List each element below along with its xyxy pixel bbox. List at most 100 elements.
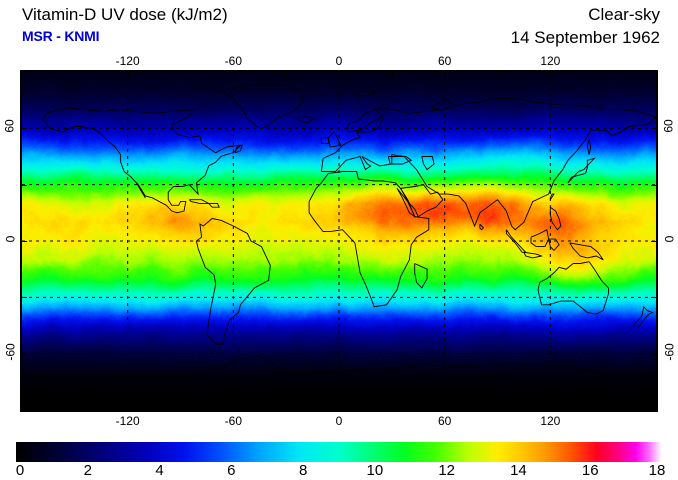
- coastline-philippines: [549, 206, 562, 231]
- coastline-south-america: [195, 218, 271, 345]
- axis-top-label-120: 120: [540, 54, 561, 68]
- tick-top--30: [286, 72, 288, 77]
- coastline-java: [523, 251, 544, 259]
- coastline-greenland: [219, 84, 305, 129]
- axis-left-label--60: -60: [2, 342, 18, 361]
- tick-bottom-30: [391, 405, 393, 410]
- tick-bottom-0: [339, 405, 340, 410]
- tick-bottom-150: [603, 405, 605, 410]
- axis-bottom-label--120: -120: [115, 414, 140, 428]
- tick-right--60: [651, 353, 656, 355]
- coastline-iceland: [296, 116, 316, 124]
- colorbar-tick-16: 16: [581, 462, 599, 479]
- tick-bottom-90: [497, 405, 499, 410]
- colorbar-tick-6: 6: [227, 462, 236, 479]
- tick-bottom--60: [233, 405, 235, 410]
- tick-top-150: [603, 72, 605, 77]
- tick-bottom--150: [74, 405, 76, 410]
- tick-right-60: [651, 128, 656, 130]
- axis-left-label-text: 0: [3, 235, 17, 243]
- axis-right-label-text: 60: [661, 119, 676, 134]
- colorbar: [16, 442, 662, 462]
- axis-bottom-label-60: 60: [437, 414, 452, 428]
- coastline-sakhalin: [586, 137, 592, 155]
- coastline-madagascar: [414, 263, 428, 289]
- axis-top-label--120: -120: [115, 54, 140, 68]
- tick-bottom-120: [550, 405, 552, 410]
- colorbar-tick-4: 4: [155, 462, 164, 479]
- coastline-scandinavia-gap: [347, 107, 390, 133]
- coastline-caspian: [421, 156, 435, 171]
- coastline-red-sea: [396, 188, 416, 218]
- tick-top--120: [127, 72, 129, 77]
- axis-bottom-label-0: 0: [335, 414, 343, 428]
- coastline-hispaniola: [208, 202, 220, 208]
- axis-left-label-0: 0: [2, 232, 18, 246]
- coastline-africa: [308, 171, 430, 308]
- tick-top-120: [550, 72, 552, 77]
- colorbar-ticklabels: 0 2 4 6 8 10 12 14 16 18: [0, 462, 678, 480]
- tick-right-30: [651, 184, 656, 186]
- data-source-label: MSR - KNMI: [22, 28, 100, 44]
- tick-top-60: [444, 72, 446, 77]
- axis-left-label-60: 60: [2, 119, 18, 133]
- tick-right--30: [651, 297, 656, 299]
- colorbar-tick-18: 18: [648, 462, 666, 479]
- page-title: Vitamin-D UV dose (kJ/m2): [22, 5, 228, 24]
- coastline-india-ceylon: [479, 223, 485, 231]
- coastline-australia: [537, 261, 609, 315]
- sky-condition-label: Clear-sky: [588, 5, 660, 24]
- tick-left--30: [22, 297, 27, 299]
- coastline-cuba: [188, 199, 209, 204]
- axis-right-label-text: -60: [662, 342, 677, 361]
- coastline-antarctic-edge: [22, 355, 656, 381]
- coastline-overlay: [22, 84, 656, 381]
- tick-left-60: [22, 128, 27, 130]
- tick-left--60: [22, 353, 27, 355]
- tick-bottom-60: [444, 405, 446, 410]
- axis-top-label-0: 0: [335, 54, 343, 68]
- axis-right-label--60: -60: [661, 342, 677, 361]
- axis-right-label-0: 0: [661, 232, 677, 246]
- coastline-new-zealand: [632, 305, 654, 328]
- coastline-sulawesi: [548, 238, 560, 252]
- tick-right-0: [651, 241, 656, 242]
- colorbar-tick-10: 10: [366, 462, 384, 479]
- coastline-japan: [567, 157, 596, 184]
- axis-left-label-text: -60: [3, 342, 18, 361]
- tick-top--150: [74, 72, 76, 77]
- tick-top--90: [180, 72, 182, 77]
- graticule-grid: [22, 72, 656, 410]
- tick-bottom--90: [180, 405, 182, 410]
- map-frame: [20, 70, 658, 412]
- axis-top-label-60: 60: [437, 54, 452, 68]
- axis-left-label-text: 60: [2, 119, 17, 134]
- tick-left-30: [22, 184, 27, 186]
- date-label: 14 September 1962: [510, 28, 660, 47]
- coastline-baja: [136, 182, 146, 199]
- coastline-black-sea: [387, 156, 413, 165]
- colorbar-tick-2: 2: [83, 462, 92, 479]
- axis-bottom-label--60: -60: [224, 414, 242, 428]
- coastline-svalbard: [355, 90, 378, 97]
- coastline-ireland: [320, 137, 329, 144]
- axis-right-label-text: 0: [662, 235, 676, 243]
- axis-bottom-label-120: 120: [540, 414, 561, 428]
- axis-right-label-60: 60: [661, 119, 677, 133]
- coastline-arabia-gulf: [399, 184, 444, 218]
- coastline-novaya-zemlya: [430, 97, 457, 111]
- tick-top-0: [339, 72, 340, 77]
- tick-top-90: [497, 72, 499, 77]
- tick-top-30: [391, 72, 393, 77]
- coastline-new-guinea: [569, 242, 604, 261]
- tick-bottom--30: [286, 405, 288, 410]
- colorbar-tick-8: 8: [298, 462, 308, 479]
- colorbar-tick-14: 14: [510, 462, 527, 479]
- tick-left-0: [22, 241, 27, 242]
- colorbar-tick-12: 12: [438, 462, 455, 479]
- map-plot-area: [20, 70, 658, 412]
- coastline-north-america: [42, 107, 242, 214]
- coastline-newfoundland: [234, 144, 243, 154]
- axis-top-label--60: -60: [224, 54, 242, 68]
